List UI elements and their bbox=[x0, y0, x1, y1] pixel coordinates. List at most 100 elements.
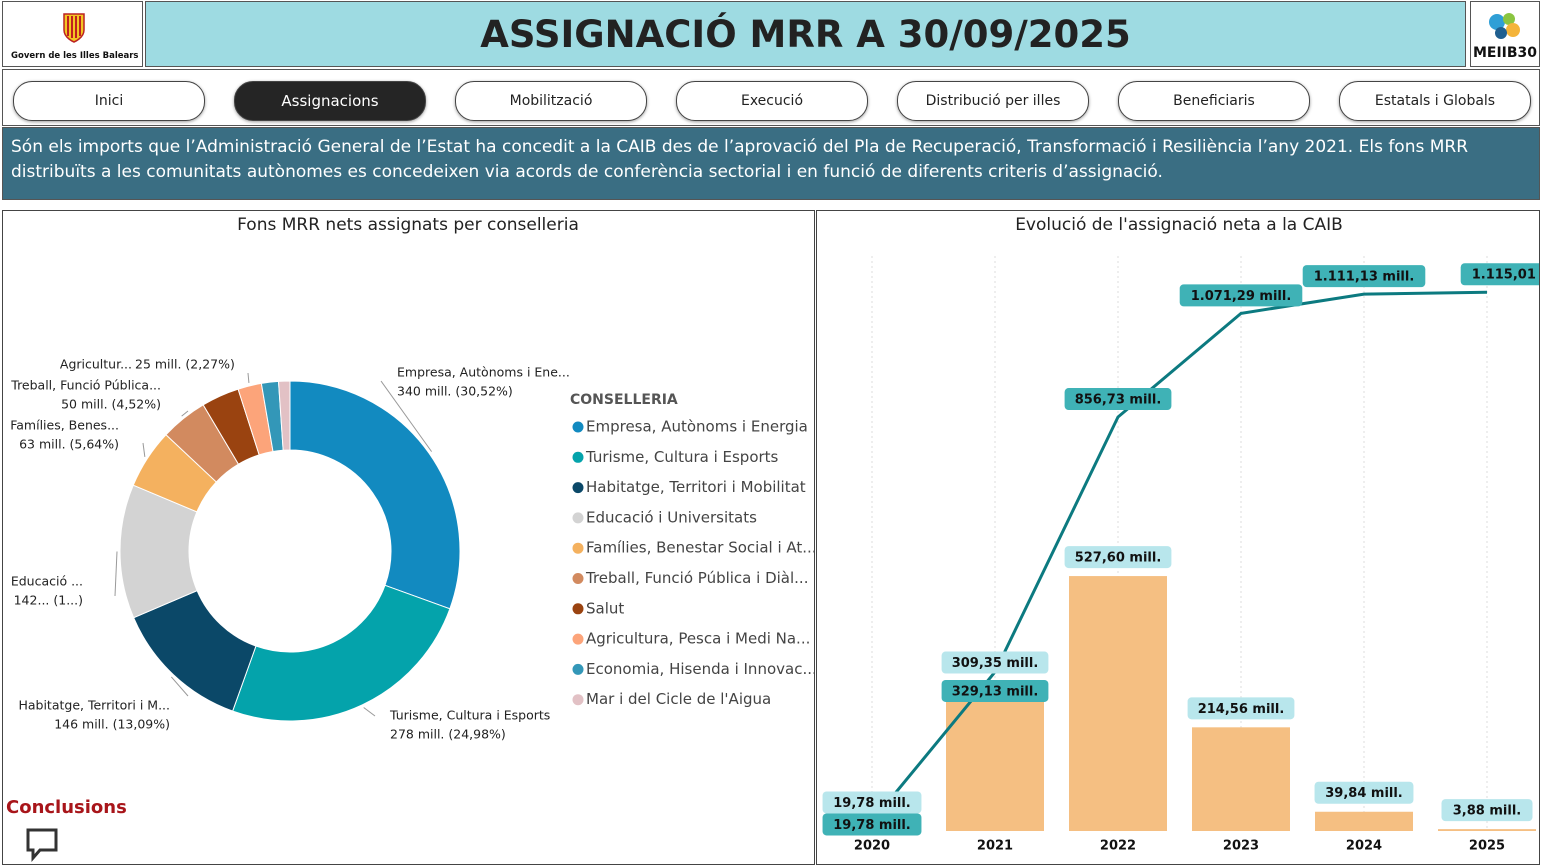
legend-label: Empresa, Autònoms i Energia bbox=[586, 418, 808, 436]
data-label-box bbox=[822, 791, 922, 814]
x-tick-label: 2021 bbox=[977, 839, 1013, 854]
data-label-box bbox=[1314, 781, 1414, 804]
slice-value-label: 146 mill. (13,09%) bbox=[54, 717, 170, 732]
data-label-group: 329,13 mill. bbox=[941, 679, 1049, 702]
slice-value-label: 278 mill. (24,98%) bbox=[390, 727, 506, 742]
slice-label: Empresa, Autònoms i Ene... bbox=[397, 365, 570, 380]
nav-button[interactable]: Execució bbox=[676, 81, 868, 121]
donut-slice bbox=[289, 380, 461, 610]
chart-title: Fons MRR nets assignats per conselleria bbox=[237, 215, 579, 235]
data-label-box bbox=[1302, 265, 1426, 288]
legend-label: Salut bbox=[586, 599, 624, 617]
slice-value-label: 63 mill. (5,64%) bbox=[19, 437, 119, 452]
conclusions-link[interactable]: Conclusions bbox=[6, 797, 127, 818]
title: ASSIGNACIÓ MRR A 30/09/2025 bbox=[145, 1, 1466, 67]
data-label-box bbox=[1460, 263, 1543, 286]
legend-marker bbox=[572, 633, 584, 645]
data-label-group: 19,78 mill. bbox=[822, 791, 922, 814]
data-label-box bbox=[1064, 546, 1172, 569]
data-label-box bbox=[822, 813, 922, 836]
panel: Evolució de l'assignació neta a la CAIB 2… bbox=[816, 210, 1543, 865]
data-label-group: 309,35 mill. bbox=[941, 651, 1049, 674]
nav-button[interactable]: Inici bbox=[13, 81, 205, 121]
slice-label: Educació ... bbox=[11, 574, 83, 589]
legend-marker bbox=[572, 451, 584, 463]
data-label-box bbox=[1064, 388, 1172, 411]
data-label: 1.115,01 mill. bbox=[1472, 268, 1539, 283]
legend-label: Agricultura, Pesca i Medi Na... bbox=[586, 630, 810, 648]
legend-marker bbox=[572, 482, 584, 494]
right-logo-text: MEIIB30 bbox=[1473, 45, 1537, 61]
slice-value-label: 142... (1...) bbox=[14, 593, 83, 608]
donut-slice bbox=[277, 380, 291, 451]
x-tick-label: 2024 bbox=[1346, 839, 1382, 854]
leader-line bbox=[247, 372, 250, 383]
data-label: 856,73 mill. bbox=[1075, 393, 1162, 408]
data-label-group: 214,56 mill. bbox=[1187, 697, 1295, 720]
legend-title: CONSELLERIA bbox=[570, 392, 678, 408]
right-logo-icon: MEIIB30 bbox=[1473, 13, 1537, 61]
x-tick-label: 2025 bbox=[1469, 839, 1505, 854]
chat-icon[interactable] bbox=[26, 828, 60, 862]
nav-button[interactable]: Distribució per illes bbox=[897, 81, 1089, 121]
data-label-group: 1.111,13 mill. bbox=[1302, 265, 1426, 288]
slice-value-label: 340 mill. (30,52%) bbox=[397, 384, 513, 399]
legend-marker bbox=[572, 512, 584, 524]
legend-marker bbox=[572, 573, 584, 584]
bar bbox=[1438, 829, 1536, 831]
leader-line bbox=[380, 380, 433, 452]
data-label-group: 856,73 mill. bbox=[1064, 388, 1172, 411]
panel: Fons MRR nets assignats per conselleria E… bbox=[2, 210, 817, 865]
data-label-group: 19,78 mill. bbox=[822, 813, 922, 836]
data-label-group: 39,84 mill. bbox=[1314, 781, 1414, 804]
slice-label: Famílies, Benes... bbox=[10, 418, 119, 433]
leader-line bbox=[181, 410, 189, 417]
logo-icon: Govern de les Illes Balears bbox=[11, 13, 138, 61]
slice-value-label: 25 mill. (2,27%) bbox=[135, 357, 235, 372]
leader-line bbox=[170, 676, 189, 697]
right-logo: MEIIB30 bbox=[1470, 1, 1540, 67]
legend-label: Habitatge, Territori i Mobilitat bbox=[586, 478, 806, 496]
slice-value-label: 50 mill. (4,52%) bbox=[61, 397, 161, 412]
slice-label: Agricultur... bbox=[60, 357, 132, 372]
data-label: 3,88 mill. bbox=[1453, 804, 1521, 819]
legend-label: Turisme, Cultura i Esports bbox=[585, 448, 779, 466]
data-label-group: 527,60 mill. bbox=[1064, 546, 1172, 569]
bar bbox=[946, 681, 1044, 831]
nav-bar: Inici Assignacions Mobilització Execució Dis… bbox=[2, 69, 1540, 126]
legend-marker bbox=[572, 694, 584, 706]
description: Són els imports que l’Administració Gene… bbox=[2, 127, 1540, 200]
x-tick-label: 2023 bbox=[1223, 839, 1259, 854]
data-label-group: 1.071,29 mill. bbox=[1179, 284, 1303, 307]
data-label: 309,35 mill. bbox=[952, 656, 1039, 671]
data-label: 19,78 mill. bbox=[833, 796, 911, 811]
bar bbox=[1069, 576, 1167, 831]
nav-button[interactable]: Assignacions bbox=[234, 81, 426, 121]
data-label-box bbox=[1179, 284, 1303, 307]
data-label: 19,78 mill. bbox=[833, 818, 911, 833]
logo-text: Govern de les Illes Balears bbox=[11, 51, 138, 61]
data-label-group: 3,88 mill. bbox=[1441, 799, 1533, 822]
data-label-box bbox=[941, 679, 1049, 702]
logo: Govern de les Illes Balears bbox=[2, 1, 143, 67]
nav-button[interactable]: Estatals i Globals bbox=[1339, 81, 1531, 121]
donut-slice bbox=[232, 584, 451, 722]
legend-label: Mar i del Cicle de l'Aigua bbox=[586, 690, 771, 708]
bar bbox=[1192, 727, 1290, 831]
data-label-box bbox=[1187, 697, 1295, 720]
data-label: 527,60 mill. bbox=[1075, 551, 1162, 566]
data-label: 329,13 mill. bbox=[952, 684, 1039, 699]
nav-button[interactable]: Mobilització bbox=[455, 81, 647, 121]
slice-label: Turisme, Cultura i Esports bbox=[389, 708, 550, 723]
legend-label: Famílies, Benestar Social i At... bbox=[586, 539, 814, 557]
data-label-group: 1.115,01 mill. bbox=[1460, 263, 1543, 286]
bar bbox=[1315, 811, 1413, 831]
nav-button[interactable]: Beneficiaris bbox=[1118, 81, 1310, 121]
data-label-box bbox=[1441, 799, 1533, 822]
slice-label: Habitatge, Territori i M... bbox=[18, 698, 170, 713]
chart-title: Evolució de l'assignació neta a la CAIB bbox=[1015, 215, 1343, 235]
slice-label: Treball, Funció Pública... bbox=[10, 378, 161, 393]
leader-line bbox=[114, 551, 118, 597]
donut-chart: Fons MRR nets assignats per conselleria E… bbox=[10, 215, 817, 742]
